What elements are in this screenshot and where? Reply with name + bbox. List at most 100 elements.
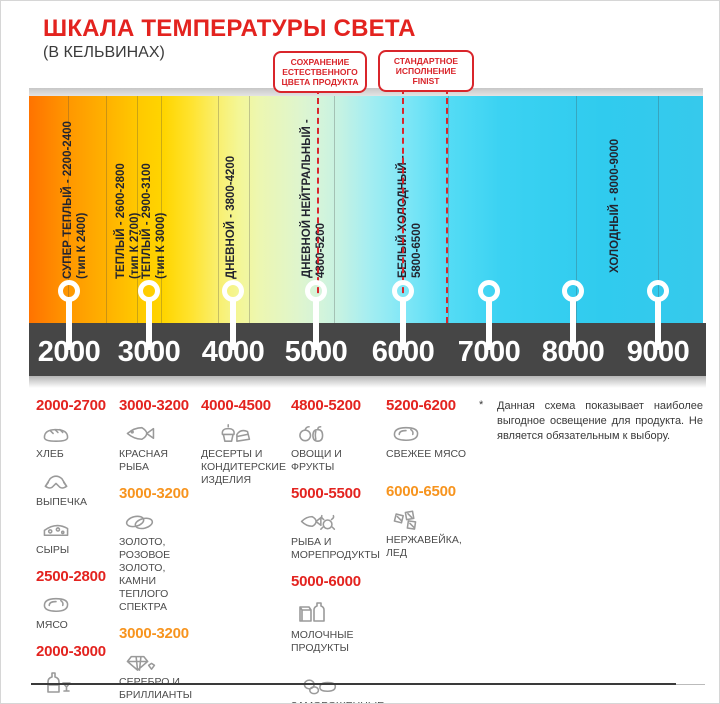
product-label: СВЕЖЕЕ МЯСО (386, 448, 467, 460)
fresh-meat-icon (386, 419, 426, 446)
footnote-asterisk: * (479, 399, 484, 411)
product-label: АКОГОЛЬ (36, 701, 116, 703)
bottom-rule (31, 683, 676, 685)
segment-divider (218, 96, 219, 323)
range-label: 5000-5500 (291, 485, 361, 502)
column-neutral-products: 4800-5200 ОВОЩИ И ФРУКТЫ 5000-5500 РЫБА … (291, 397, 387, 703)
product-item: ВЫПЕЧКА (36, 467, 116, 509)
band-label-daylight: ДНЕВНОЙ - 3800-4200 (225, 155, 237, 279)
cheese-icon (36, 515, 76, 542)
product-label: ЗАМОРОЖЕННЫЕ ПОЛУФАБРИКАТЫ (291, 700, 387, 703)
bread-icon (36, 419, 76, 446)
column-desserts: 4000-4500 ДЕСЕРТЫ И КОНДИТЕРСКИЕ ИЗДЕЛИЯ (201, 397, 287, 493)
range-label: 6000-6500 (386, 483, 456, 500)
product-label: РЫБА И МОРЕПРОДУКТЫ (291, 536, 380, 561)
product-item: НЕРЖАВЕЙКА, ЛЕД (386, 505, 472, 560)
meat-icon (36, 590, 76, 617)
tick-7000: 7000 (457, 336, 521, 368)
dashed-marker-6000 (402, 88, 404, 323)
scale-marker-stem (66, 300, 72, 350)
product-item: ДЕСЕРТЫ И КОНДИТЕРСКИЕ ИЗДЕЛИЯ (201, 419, 287, 487)
product-item: РЫБА И МОРЕПРОДУКТЫ (291, 507, 387, 562)
fish-icon (119, 419, 159, 446)
range-label: 5000-6000 (291, 573, 361, 590)
tick-9000: 9000 (626, 336, 690, 368)
product-item: ОВОЩИ И ФРУКТЫ (291, 419, 387, 474)
band-label-warm-3000: ТЕПЛЫЙ - 2900-3100 (тип К 3000) (141, 163, 167, 279)
tick-4000: 4000 (201, 336, 265, 368)
product-label: ВЫПЕЧКА (36, 496, 87, 508)
footnote-text: Данная схема показывает наиболее выгодно… (497, 400, 703, 442)
product-label: ХЛЕБ (36, 448, 64, 460)
segment-divider (106, 96, 107, 323)
scale-marker (392, 280, 414, 302)
scale-marker (305, 280, 327, 302)
product-label: МОЛОЧНЫЕ ПРОДУКТЫ (291, 629, 354, 654)
scale-marker-stem (230, 300, 236, 350)
segment-divider (161, 96, 162, 323)
tick-3000: 3000 (117, 336, 181, 368)
segment-divider (68, 96, 69, 323)
tick-8000: 8000 (541, 336, 605, 368)
scale-marker-stem (400, 300, 406, 350)
fruits-vegetables-icon (291, 419, 331, 446)
band-label-super-warm: СУПЕР ТЕПЛЫЙ - 2200-2400 (тип К 2400) (62, 121, 88, 279)
segment-divider (576, 96, 577, 323)
callout-standard-finist: СТАНДАРТНОЕ ИСПОЛНЕНИЕ FINIST (378, 50, 474, 92)
tick-5000: 5000 (284, 336, 348, 368)
column-warm-products: 2000-2700 ХЛЕБ ВЫПЕЧКА СЫРЫ 2500-2800 МЯ… (36, 397, 116, 703)
range-label: 2000-3000 (36, 643, 106, 660)
scale-marker-stem (570, 300, 576, 350)
segment-divider (448, 96, 449, 323)
scale-marker (138, 280, 160, 302)
product-item: МОЛОЧНЫЕ ПРОДУКТЫ (291, 595, 387, 655)
product-item: КРАСНАЯ РЫБА (119, 419, 199, 474)
scale-marker (647, 280, 669, 302)
product-item: СВЕЖЕЕ МЯСО (386, 419, 472, 461)
product-item: СЫРЫ (36, 515, 116, 557)
scale-marker-stem (146, 300, 152, 350)
dashed-marker-5000 (317, 88, 319, 323)
product-item: АКОГОЛЬ (36, 665, 116, 703)
range-label: 3000-3200 (119, 625, 189, 642)
product-item: ХЛЕБ (36, 419, 116, 461)
footnote: * Данная схема показывает наиболее выгод… (479, 399, 703, 444)
product-item: ЗОЛОТО, РОЗОВОЕ ЗОЛОТО, КАМНИ ТЕПЛОГО СП… (119, 507, 199, 614)
product-item: СЕРЕБРО И БРИЛЛИАНТЫ (119, 647, 199, 702)
range-label: 5200-6200 (386, 397, 456, 414)
product-label: СЫРЫ (36, 544, 70, 556)
product-label: ДЕСЕРТЫ И КОНДИТЕРСКИЕ ИЗДЕЛИЯ (201, 448, 286, 486)
column-3000-3200: 3000-3200 КРАСНАЯ РЫБА 3000-3200 ЗОЛОТО,… (119, 397, 199, 703)
segment-divider (334, 96, 335, 323)
callout-natural-color: СОХРАНЕНИЕ ЕСТЕСТВЕННОГО ЦВЕТА ПРОДУКТА (273, 51, 367, 93)
range-label: 3000-3200 (119, 397, 189, 414)
seafood-icon (291, 507, 343, 534)
product-label: СЕРЕБРО И БРИЛЛИАНТЫ (119, 676, 193, 701)
range-label: 4000-4500 (201, 397, 271, 414)
tick-6000: 6000 (371, 336, 435, 368)
page-subtitle: (В КЕЛЬВИНАХ) (43, 44, 165, 61)
scale-marker (478, 280, 500, 302)
product-item: ЗАМОРОЖЕННЫЕ ПОЛУФАБРИКАТЫ (291, 671, 387, 703)
bottom-rule-light (676, 684, 705, 685)
page-title: ШКАЛА ТЕМПЕРАТУРЫ СВЕТА (43, 15, 416, 42)
kelvin-axis-bar (29, 323, 706, 376)
scale-marker (222, 280, 244, 302)
scale-marker (562, 280, 584, 302)
band-label-warm-2700: ТЕПЛЫЙ - 2600-2800 (тип К 2700) (115, 163, 141, 279)
product-label: МЯСО (36, 619, 68, 631)
range-label: 3000-3200 (119, 485, 189, 502)
band-label-day-neutral: ДНЕВНОЙ НЕЙТРАЛЬНЫЙ -4800-5200 (301, 119, 327, 278)
gold-rings-icon (119, 507, 159, 534)
product-item: МЯСО (36, 590, 116, 632)
segment-divider (249, 96, 250, 323)
gradient-top-edge (29, 88, 703, 96)
range-label: 2000-2700 (36, 397, 106, 414)
segment-divider (658, 96, 659, 323)
alcohol-bottle-icon (36, 665, 76, 699)
scale-marker-stem (313, 300, 319, 350)
range-label: 4800-5200 (291, 397, 361, 414)
dashed-marker-6500 (446, 88, 448, 323)
range-label: 2500-2800 (36, 568, 106, 585)
